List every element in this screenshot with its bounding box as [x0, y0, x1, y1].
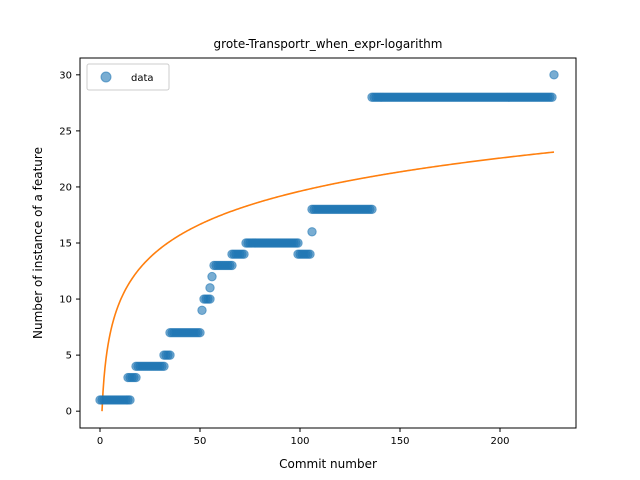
data-point	[293, 238, 303, 248]
x-tick-label: 200	[490, 436, 509, 447]
scatter-points-layer	[95, 70, 559, 405]
fit-line	[101, 151, 555, 412]
y-tick-label: 30	[59, 70, 72, 81]
x-axis-ticks: 0 50 100 150 200	[97, 428, 510, 447]
data-point	[305, 249, 315, 259]
data-point	[131, 372, 141, 383]
data-point	[165, 350, 175, 360]
y-tick-label: 15	[59, 239, 72, 250]
y-axis-ticks: 0 5 10 15 20 25 30	[59, 70, 80, 418]
data-point	[125, 395, 135, 405]
data-point	[159, 361, 169, 372]
y-tick-label: 0	[66, 407, 72, 418]
x-tick-label: 0	[97, 436, 103, 447]
data-point	[227, 260, 237, 271]
x-tick-label: 50	[194, 436, 207, 447]
y-tick-label: 20	[59, 182, 72, 193]
y-tick-label: 5	[66, 351, 72, 362]
legend: data	[86, 63, 170, 91]
legend-label-data: data	[131, 73, 154, 84]
data-point	[367, 204, 377, 215]
x-tick-label: 100	[290, 436, 309, 447]
legend-marker-data	[100, 71, 112, 83]
data-point	[195, 327, 205, 338]
plot-area	[79, 57, 577, 429]
y-axis-title: Number of instance of a feature	[31, 147, 45, 339]
chart-title: grote-Transportr_when_expr-logarithm	[214, 37, 443, 51]
data-point	[205, 294, 215, 304]
y-tick-label: 10	[59, 295, 72, 306]
data-point	[307, 227, 317, 237]
y-tick-label: 25	[59, 126, 72, 137]
fit-curve-layer	[101, 151, 555, 412]
data-point	[239, 249, 249, 259]
data-point	[549, 70, 559, 80]
data-point	[205, 283, 215, 293]
x-axis-title: Commit number	[279, 457, 377, 471]
data-point	[207, 271, 217, 282]
x-tick-label: 150	[390, 436, 409, 447]
data-point	[197, 305, 207, 315]
legend-box	[86, 63, 170, 91]
data-point	[547, 92, 557, 102]
